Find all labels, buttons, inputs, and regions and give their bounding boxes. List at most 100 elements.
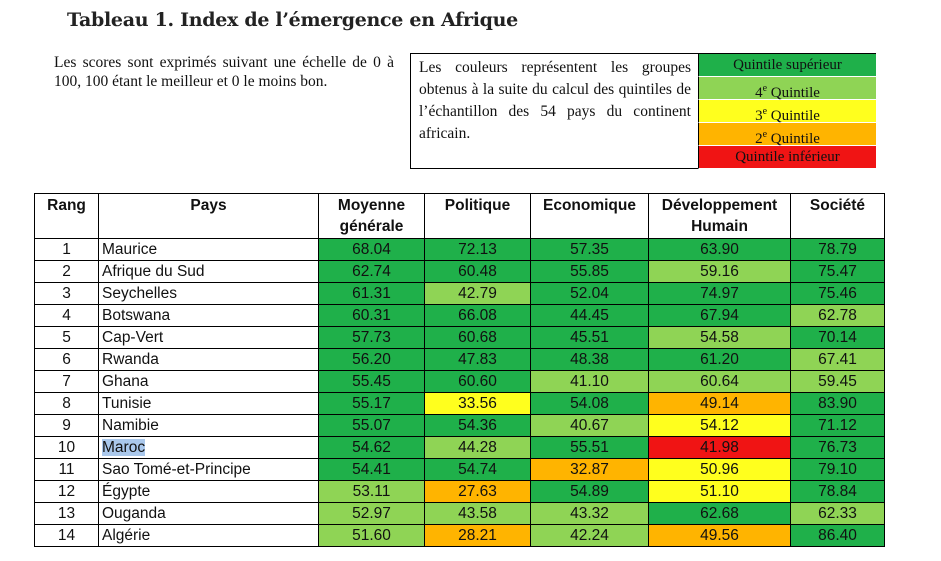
legend-item: Quintile inférieur <box>698 146 876 169</box>
table-row: 1 Maurice 68.04 72.13 57.35 63.90 78.79 <box>34 238 885 261</box>
score-cell: 66.08 <box>424 304 531 327</box>
country-cell: Rwanda <box>98 348 319 371</box>
score-cell: 76.73 <box>790 436 885 459</box>
score-cell: 72.13 <box>424 238 531 261</box>
score-cell: 54.74 <box>424 458 531 481</box>
score-cell: 48.38 <box>530 348 649 371</box>
score-cell: 54.41 <box>318 458 425 481</box>
score-cell: 60.68 <box>424 326 531 349</box>
score-cell: 59.16 <box>648 260 791 283</box>
score-cell: 44.45 <box>530 304 649 327</box>
country-name: Cap-Vert <box>102 329 164 346</box>
country-cell: Ouganda <box>98 502 319 525</box>
score-cell: 67.41 <box>790 348 885 371</box>
score-cell: 54.89 <box>530 480 649 503</box>
table-row: 9 Namibie 55.07 54.36 40.67 54.12 71.12 <box>34 414 885 437</box>
country-name: Seychelles <box>102 285 177 302</box>
score-cell: 60.60 <box>424 370 531 393</box>
score-cell: 50.96 <box>648 458 791 481</box>
score-cell: 55.45 <box>318 370 425 393</box>
score-cell: 32.87 <box>530 458 649 481</box>
score-cell: 54.58 <box>648 326 791 349</box>
score-cell: 47.83 <box>424 348 531 371</box>
score-cell: 62.33 <box>790 502 885 525</box>
legend-description: Les couleurs représentent les groupes ob… <box>419 59 691 142</box>
score-cell: 42.24 <box>530 524 649 547</box>
score-cell: 78.84 <box>790 480 885 503</box>
score-cell: 49.56 <box>648 524 791 547</box>
emergence-table: Rang Pays Moyenne générale Politique Eco… <box>34 193 885 547</box>
rank-cell: 6 <box>34 348 99 371</box>
country-cell: Afrique du Sud <box>98 260 319 283</box>
score-cell: 54.12 <box>648 414 791 437</box>
country-name: Égypte <box>102 483 151 500</box>
table-row: 5 Cap-Vert 57.73 60.68 45.51 54.58 70.14 <box>34 326 885 349</box>
country-cell: Seychelles <box>98 282 319 305</box>
country-name: Algérie <box>102 527 151 544</box>
header-moyenne: Moyenne générale <box>318 193 425 239</box>
country-cell: Ghana <box>98 370 319 393</box>
table-row: 3 Seychelles 61.31 42.79 52.04 74.97 75.46 <box>34 282 885 305</box>
rank-cell: 9 <box>34 414 99 437</box>
country-cell: Égypte <box>98 480 319 503</box>
country-cell: Cap-Vert <box>98 326 319 349</box>
score-cell: 53.11 <box>318 480 425 503</box>
rank-cell: 1 <box>34 238 99 261</box>
header-economique: Economique <box>530 193 649 239</box>
country-name: Ghana <box>102 373 149 390</box>
score-cell: 54.36 <box>424 414 531 437</box>
score-cell: 62.78 <box>790 304 885 327</box>
score-cell: 67.94 <box>648 304 791 327</box>
legend-item: Quintile supérieur <box>698 54 876 77</box>
score-cell: 57.73 <box>318 326 425 349</box>
score-cell: 83.90 <box>790 392 885 415</box>
table-row: 10 Maroc 54.62 44.28 55.51 41.98 76.73 <box>34 436 885 459</box>
score-cell: 33.56 <box>424 392 531 415</box>
table-row: 4 Botswana 60.31 66.08 44.45 67.94 62.78 <box>34 304 885 327</box>
header-rang: Rang <box>34 193 99 239</box>
score-cell: 55.17 <box>318 392 425 415</box>
country-cell: Tunisie <box>98 392 319 415</box>
header-developpement: Développement Humain <box>648 193 791 239</box>
country-name: Namibie <box>102 417 159 434</box>
table-row: 6 Rwanda 56.20 47.83 48.38 61.20 67.41 <box>34 348 885 371</box>
rank-cell: 8 <box>34 392 99 415</box>
legend-item: 3e Quintile <box>698 100 876 124</box>
score-cell: 68.04 <box>318 238 425 261</box>
country-cell: Sao Tomé-et-Principe <box>98 458 319 481</box>
score-cell: 61.31 <box>318 282 425 305</box>
score-cell: 28.21 <box>424 524 531 547</box>
score-cell: 55.85 <box>530 260 649 283</box>
rank-cell: 13 <box>34 502 99 525</box>
score-cell: 60.64 <box>648 370 791 393</box>
country-name: Maurice <box>102 241 158 258</box>
score-cell: 56.20 <box>318 348 425 371</box>
score-cell: 27.63 <box>424 480 531 503</box>
score-cell: 49.14 <box>648 392 791 415</box>
legend-item: 4e Quintile <box>698 77 876 101</box>
score-cell: 45.51 <box>530 326 649 349</box>
rank-cell: 11 <box>34 458 99 481</box>
score-cell: 41.98 <box>648 436 791 459</box>
country-name: Rwanda <box>102 351 159 368</box>
score-cell: 86.40 <box>790 524 885 547</box>
intro-paragraph: Les scores sont exprimés suivant une éch… <box>54 54 394 90</box>
rank-cell: 10 <box>34 436 99 459</box>
page-title: Tableau 1. Index de l’émergence en Afriq… <box>67 9 518 31</box>
rank-cell: 5 <box>34 326 99 349</box>
score-cell: 61.20 <box>648 348 791 371</box>
country-name: Maroc <box>102 439 146 456</box>
score-cell: 55.07 <box>318 414 425 437</box>
country-cell: Algérie <box>98 524 319 547</box>
score-cell: 54.62 <box>318 436 425 459</box>
country-cell: Botswana <box>98 304 319 327</box>
score-cell: 60.31 <box>318 304 425 327</box>
score-cell: 59.45 <box>790 370 885 393</box>
score-cell: 43.32 <box>530 502 649 525</box>
country-name: Afrique du Sud <box>102 263 205 280</box>
score-cell: 62.74 <box>318 260 425 283</box>
score-cell: 70.14 <box>790 326 885 349</box>
header-societe: Société <box>790 193 885 239</box>
table-body: 1 Maurice 68.04 72.13 57.35 63.90 78.79 2 Afriqu… <box>34 238 885 547</box>
score-cell: 62.68 <box>648 502 791 525</box>
